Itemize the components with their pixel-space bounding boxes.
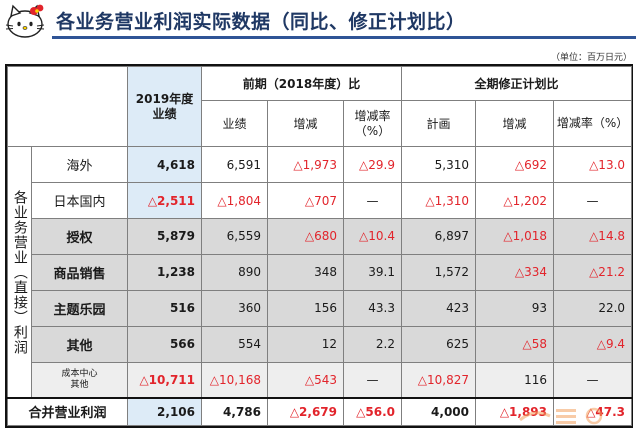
row-label: 成本中心 其他 — [31, 361, 128, 399]
header-prev-result: 业绩 — [201, 99, 268, 148]
results-table: 2019年度业绩 前期（2018年度）比 全期修正计划比 业绩 增减 增减率（%… — [7, 65, 633, 426]
table-row: 日本国内 △2,511 △1,804 △707 — △1,310 △1,202 … — [8, 182, 633, 220]
cell-plan-rate: △13.0 — [552, 146, 633, 184]
header-current: 2019年度业绩 — [127, 65, 202, 148]
cell-plan-change: △1,202 — [475, 182, 554, 220]
cell-rate: 2.2 — [343, 325, 402, 363]
row-label: 其他 — [31, 325, 128, 363]
watermark-logo-icon — [519, 407, 603, 425]
row-label: 授权 — [31, 218, 128, 255]
cell-prev: 6,559 — [201, 218, 268, 255]
cell-current: 4,618 — [127, 146, 202, 184]
total-label: 合并营业利润 — [7, 396, 128, 426]
cell-rate: — — [343, 182, 402, 220]
cell-prev: 360 — [201, 289, 268, 327]
cell-rate: — — [343, 361, 402, 399]
row-label-line2: 其他 — [70, 379, 89, 390]
cell-change: 348 — [267, 253, 344, 291]
total-row: 合并营业利润 2,106 4,786 △2,679 △56.0 4,000 △1… — [7, 396, 633, 426]
row-label: 海外 — [31, 146, 128, 184]
cell-plan: △1,310 — [401, 182, 476, 220]
corner-cell — [7, 65, 128, 148]
cell-prev: 890 — [201, 253, 268, 291]
cell-current: △10,711 — [127, 361, 202, 399]
row-label: 主题乐园 — [31, 289, 128, 327]
unit-label: （单位：百万日元） — [550, 53, 632, 63]
cell-change: 12 — [267, 325, 344, 363]
total-prev: 4,786 — [201, 396, 268, 426]
cell-plan: △10,827 — [401, 361, 476, 399]
header-plan-rate: 增减率（%） — [552, 99, 633, 148]
cell-change: 156 — [267, 289, 344, 327]
cell-plan-rate: △21.2 — [552, 253, 633, 291]
total-rate: △56.0 — [343, 396, 402, 426]
results-table-wrapper: 2019年度业绩 前期（2018年度）比 全期修正计划比 业绩 增减 增减率（%… — [5, 64, 633, 428]
table-row: 授权 5,879 6,559 △680 △10.4 6,897 △1,018 △… — [7, 218, 633, 255]
cell-prev: △10,168 — [201, 361, 268, 399]
cell-current: 516 — [127, 289, 202, 327]
cell-plan-rate: △9.4 — [552, 325, 633, 363]
cell-plan: 625 — [401, 325, 476, 363]
cell-current: 5,879 — [127, 218, 202, 255]
cell-prev: 554 — [201, 325, 268, 363]
cell-change: △707 — [267, 182, 344, 220]
segment-vertical-label: 各业务营业（直接）利润 — [7, 146, 32, 399]
table-row: 各业务营业（直接）利润 海外 4,618 6,591 △1,973 △29.9 … — [7, 146, 633, 399]
cell-plan: 5,310 — [401, 146, 476, 184]
cell-plan: 423 — [401, 289, 476, 327]
table-row: 商品销售 1,238 890 348 39.1 1,572 △334 △21.2 — [7, 253, 633, 291]
cell-current: 566 — [127, 325, 202, 363]
header-plan: 計画 — [401, 99, 476, 148]
table-row: 主题乐园 516 360 156 43.3 423 93 22.0 — [7, 289, 633, 327]
cell-prev: △1,804 — [201, 182, 268, 220]
cell-plan-rate: △14.8 — [552, 218, 633, 255]
table-row: 成本中心 其他 △10,711 △10,168 △543 — △10,827 1… — [7, 361, 633, 399]
cell-rate: 39.1 — [343, 253, 402, 291]
cell-plan-change: △692 — [475, 146, 554, 184]
cell-rate: △10.4 — [343, 218, 402, 255]
cell-rate: △29.9 — [343, 146, 402, 184]
header: 各业务营业利润实际数据（同比、修正计划比） — [0, 0, 640, 42]
cell-change: △543 — [267, 361, 344, 399]
cell-plan-change: △334 — [475, 253, 554, 291]
cell-plan-rate: — — [552, 361, 633, 399]
cell-rate: 43.3 — [343, 289, 402, 327]
cell-plan-rate: — — [552, 182, 633, 220]
cell-change: △680 — [267, 218, 344, 255]
row-label: 日本国内 — [31, 182, 128, 220]
header-plan-change: 增减 — [475, 99, 554, 148]
cell-plan-rate: 22.0 — [552, 289, 633, 327]
header-plan-group: 全期修正计划比 — [400, 66, 633, 101]
cell-plan-change: △1,018 — [475, 218, 554, 255]
cell-plan-change: △58 — [475, 325, 554, 363]
cell-plan-change: 93 — [475, 289, 554, 327]
total-change: △2,679 — [267, 396, 344, 426]
total-plan: 4,000 — [401, 396, 476, 426]
hello-kitty-logo-icon — [5, 4, 45, 38]
row-label-line1: 成本中心 — [61, 368, 98, 379]
cell-prev: 6,591 — [201, 146, 268, 184]
header-prev-change: 增减 — [267, 99, 344, 148]
cell-plan: 6,897 — [401, 218, 476, 255]
cell-current: △2,511 — [127, 182, 202, 220]
cell-current: 1,238 — [127, 253, 202, 291]
header-prev-group: 前期（2018年度）比 — [201, 66, 402, 101]
row-label: 商品销售 — [31, 253, 128, 291]
title-divider — [52, 36, 636, 39]
table-row: 其他 566 554 12 2.2 625 △58 △9.4 — [7, 325, 633, 363]
header-prev-rate: 增减率（%） — [343, 99, 402, 148]
total-plan-change: △1,893 — [475, 396, 554, 426]
cell-plan-change: 116 — [475, 361, 554, 399]
page-title: 各业务营业利润实际数据（同比、修正计划比） — [56, 11, 466, 33]
total-current: 2,106 — [127, 396, 202, 426]
cell-plan: 1,572 — [401, 253, 476, 291]
cell-change: △1,973 — [267, 146, 344, 184]
